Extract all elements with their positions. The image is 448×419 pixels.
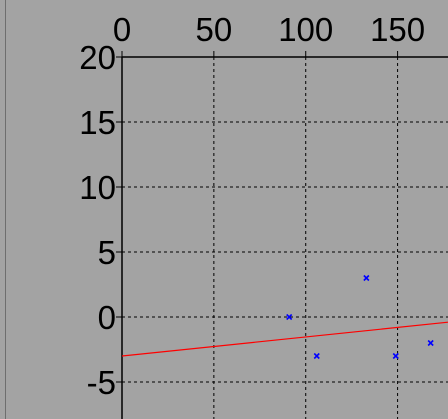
x-tick-label: 100 [278,11,333,48]
data-point [313,352,320,360]
y-tick-label: 0 [98,299,116,336]
fit-lines [121,321,448,357]
y-tick-label: -5 [87,364,116,401]
data-points [286,274,434,360]
data-point-stroke [363,274,370,282]
x-tick-labels: 0 50 100 150 [113,11,425,48]
data-point-stroke [313,352,320,360]
data-point [286,313,293,321]
data-point-stroke [286,313,293,321]
x-tick-label: 150 [370,11,425,48]
x-tick-label: 50 [196,11,233,48]
data-point [427,339,434,347]
window-edge [5,0,6,419]
data-point [363,274,370,282]
y-tick-label: 20 [79,39,116,76]
data-point [392,352,399,360]
grid [122,57,448,419]
fit-line [121,321,448,357]
axes [116,51,448,419]
y-tick-label: 15 [79,104,116,141]
y-tick-label: 10 [79,169,116,206]
x-tick-label: 0 [113,11,131,48]
data-point-stroke [392,352,399,360]
y-tick-label: 5 [98,234,116,271]
data-point-stroke [427,339,434,347]
y-tick-labels: 20 15 10 5 0 -5 [79,39,116,401]
